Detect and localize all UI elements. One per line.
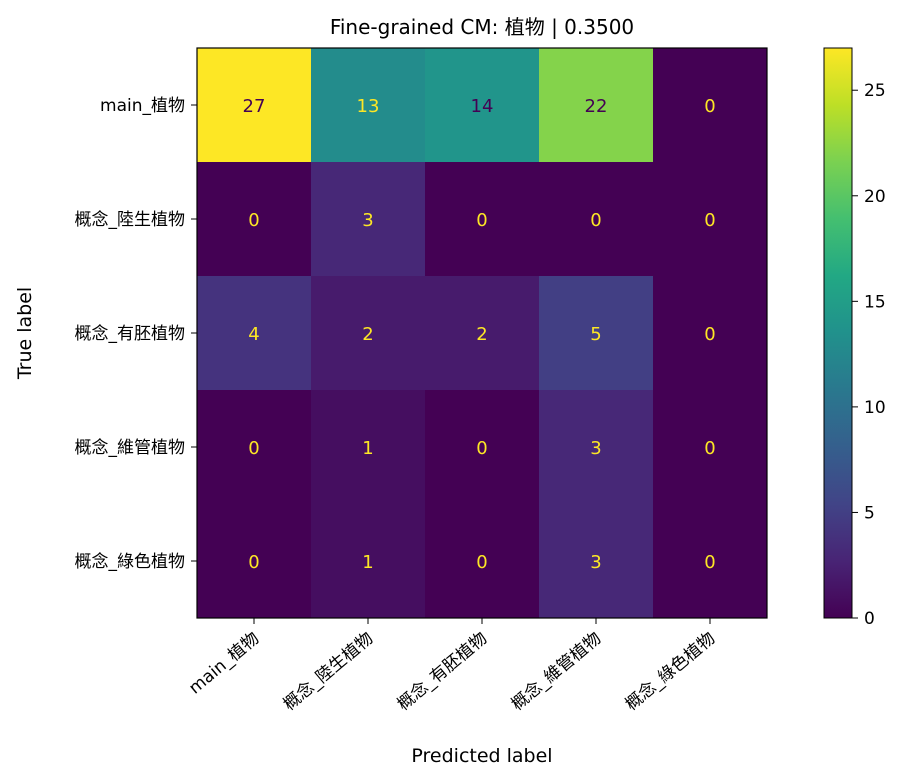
- cell-value: 2: [476, 324, 487, 345]
- cell-value: 0: [704, 324, 715, 345]
- cell-value: 14: [471, 96, 494, 117]
- cell-value: 0: [248, 210, 259, 231]
- heatmap-cell: [197, 48, 312, 163]
- y-tick-label: 概念_維管植物: [75, 437, 186, 458]
- x-axis-label: Predicted label: [411, 745, 552, 767]
- cell-value: 5: [590, 324, 601, 345]
- heatmap-cell: [425, 162, 540, 277]
- cell-value: 0: [248, 552, 259, 573]
- cell-value: 0: [476, 438, 487, 459]
- cell-value: 27: [243, 96, 266, 117]
- cell-value: 3: [362, 210, 373, 231]
- y-tick-label: 概念_陸生植物: [75, 209, 186, 230]
- heatmap-cell: [653, 276, 768, 391]
- cell-value: 0: [476, 210, 487, 231]
- cell-value: 0: [704, 438, 715, 459]
- heatmap-cell: [197, 390, 312, 505]
- colorbar-tick-label: 0: [864, 609, 875, 629]
- x-axis-ticks: main_植物 概念_陸生植物 概念_有胚植物 概念_維管植物 概念_綠色植物: [185, 618, 719, 715]
- x-tick-label: main_植物: [185, 629, 263, 699]
- y-tick-label: 概念_綠色植物: [75, 551, 186, 572]
- heatmap-cell: [539, 162, 654, 277]
- heatmap-cell: [539, 48, 654, 163]
- x-tick-label: 概念_陸生植物: [279, 628, 377, 715]
- cell-value: 3: [590, 552, 601, 573]
- cell-value: 0: [704, 552, 715, 573]
- colorbar: [823, 47, 853, 619]
- heatmap-cell: [311, 504, 426, 619]
- colorbar-tick-label: 5: [864, 503, 875, 523]
- cell-value: 3: [590, 438, 601, 459]
- colorbar-ticks: 0 5 10 15 20 25: [852, 81, 886, 629]
- heatmap-cell: [425, 504, 540, 619]
- cell-value: 1: [362, 438, 373, 459]
- cell-value: 2: [362, 324, 373, 345]
- heatmap-cell: [539, 390, 654, 505]
- cell-value: 0: [704, 210, 715, 231]
- cell-value: 0: [248, 438, 259, 459]
- colorbar-tick-label: 20: [864, 187, 886, 207]
- heatmap-cell: [539, 276, 654, 391]
- heatmap-cell: [539, 504, 654, 619]
- heatmap-cell: [311, 48, 426, 163]
- heatmap-cells: [197, 48, 768, 619]
- heatmap-cell: [311, 276, 426, 391]
- y-tick-label: main_植物: [100, 96, 185, 116]
- heatmap-cell: [653, 48, 768, 163]
- cell-value: 0: [476, 552, 487, 573]
- heatmap-cell: [197, 504, 312, 619]
- cell-value: 13: [357, 96, 380, 117]
- heatmap-cell: [425, 48, 540, 163]
- heatmap-cell: [311, 390, 426, 505]
- heatmap-cell: [311, 162, 426, 277]
- cell-value: 1: [362, 552, 373, 573]
- colorbar-tick-label: 25: [864, 81, 886, 101]
- x-tick-label: 概念_有胚植物: [393, 628, 491, 715]
- cell-value-labels: 27 13 14 22 00 3 0 0 04 2 2 5 00 1 0 3 00 1 0 3 0: [243, 96, 716, 573]
- heatmap-cell: [425, 390, 540, 505]
- x-tick-label: 概念_綠色植物: [621, 628, 719, 715]
- heatmap-cell: [425, 276, 540, 391]
- x-tick-label: 概念_維管植物: [507, 628, 605, 715]
- y-axis-label: True label: [14, 287, 36, 380]
- heatmap-cell: [653, 504, 768, 619]
- heatmap-cell: [653, 162, 768, 277]
- y-tick-label: 概念_有胚植物: [75, 323, 186, 344]
- cell-value: 4: [248, 324, 259, 345]
- cell-value: 22: [585, 96, 608, 117]
- heatmap-cell: [197, 162, 312, 277]
- chart-title: Fine-grained CM: 植物 | 0.3500: [330, 15, 634, 39]
- colorbar-tick-label: 10: [864, 398, 886, 418]
- cell-value: 0: [704, 96, 715, 117]
- heatmap-cell: [197, 276, 312, 391]
- colorbar-tick-label: 15: [864, 292, 886, 312]
- heatmap-cell: [653, 390, 768, 505]
- cell-value: 0: [590, 210, 601, 231]
